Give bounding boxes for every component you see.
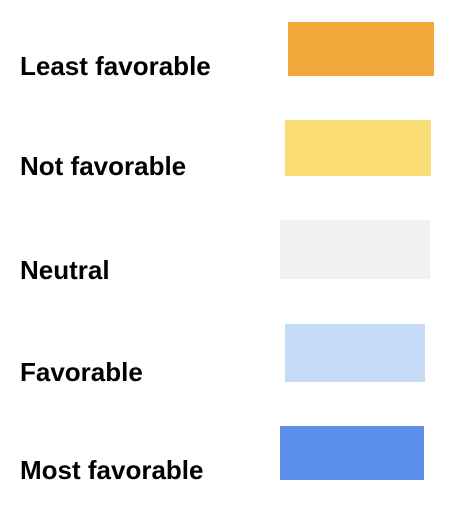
color-swatch	[285, 324, 425, 382]
legend-label: Neutral	[20, 255, 110, 285]
legend-label: Most favorable	[20, 455, 204, 485]
legend-label: Not favorable	[20, 151, 187, 181]
legend-label: Favorable	[20, 357, 143, 387]
legend-label: Least favorable	[20, 51, 211, 81]
color-swatch	[288, 22, 434, 76]
color-swatch	[285, 120, 431, 176]
color-swatch	[280, 220, 430, 279]
color-swatch	[280, 426, 424, 480]
